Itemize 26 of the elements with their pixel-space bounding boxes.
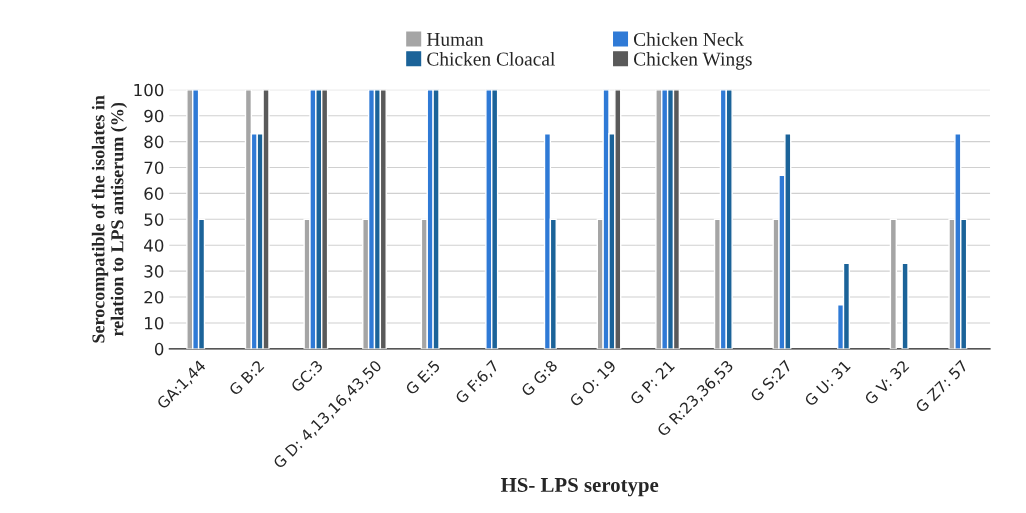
legend-label: Chicken Neck <box>633 32 744 46</box>
y-tick-label: 50 <box>144 213 164 226</box>
y-tick-label: 20 <box>144 290 164 304</box>
x-tick-label: G G:8 <box>520 359 558 398</box>
y-tick-label: 80 <box>144 135 164 149</box>
bar <box>889 218 897 349</box>
y-tick-label: 90 <box>144 109 164 123</box>
x-tick-label: G Z7: 57 <box>914 359 969 414</box>
bar <box>901 262 909 349</box>
x-tick-label: G O: 19 <box>568 359 617 408</box>
legend-label: Chicken Cloacal <box>427 52 555 66</box>
y-tick-label: 70 <box>144 161 164 175</box>
y-tick-label: 100 <box>134 83 164 97</box>
y-tick-label: 30 <box>144 265 164 278</box>
x-tick-label: G B:2 <box>228 359 265 397</box>
x-tick-label: G U: 31 <box>803 359 851 407</box>
y-tick-label: 40 <box>144 239 164 252</box>
y-axis-title: Serocompatible of the isolates in relation to LPS antiserum (%) <box>91 95 128 343</box>
x-tick-label: G V: 32 <box>863 359 910 406</box>
y-tick-label: 0 <box>154 342 164 356</box>
x-axis-title: HS- LPS serotype <box>500 477 659 497</box>
y-tick-label: 10 <box>145 316 164 330</box>
y-tick-label: 60 <box>144 187 164 200</box>
x-tick-label: G E:5 <box>404 359 441 396</box>
legend-label: Human <box>426 33 484 46</box>
legend-label: Chicken Wings <box>633 52 752 70</box>
